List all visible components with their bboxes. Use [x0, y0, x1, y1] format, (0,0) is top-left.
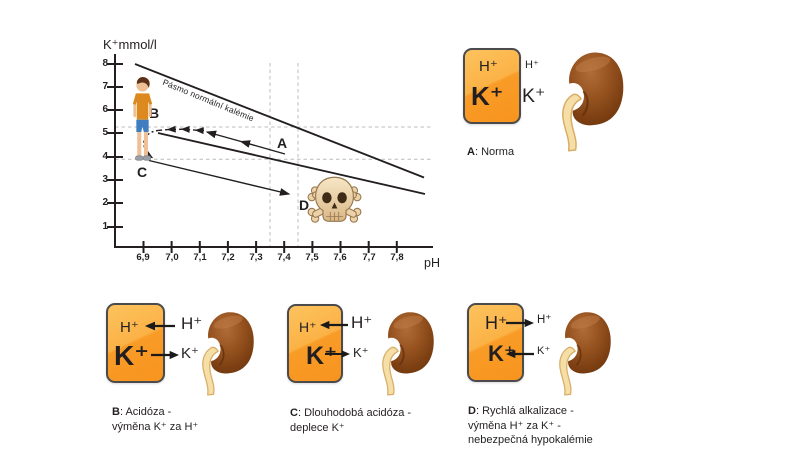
y-tick-marks — [107, 63, 123, 228]
arrow-h-in-icon — [143, 321, 177, 331]
caption-b-text1: : Acidóza - — [119, 406, 172, 418]
arrow-c-to-d — [148, 159, 291, 196]
arrow-k-out-icon — [325, 349, 350, 359]
y-axis-title: K⁺mmol/l — [103, 37, 157, 52]
x-axis-title: pH — [424, 256, 440, 270]
extracellular-k-label-b: K⁺ — [181, 345, 199, 362]
kidney-icon-d — [549, 301, 613, 405]
x-tick-73: 7,3 — [249, 252, 263, 263]
y-tick-7: 7 — [102, 81, 108, 92]
extracellular-k-label-c: K⁺ — [353, 345, 369, 360]
y-tick-6: 6 — [102, 104, 108, 115]
chart-point-b: B — [149, 105, 160, 121]
caption-d-text2: výměna H⁺ za K⁺ - — [468, 419, 561, 432]
caption-c-letter: C — [290, 407, 298, 419]
skull-icon — [303, 174, 366, 233]
path-b-to-c-hook — [143, 129, 159, 159]
x-tick-marks — [142, 241, 398, 253]
kidney-icon-c — [372, 301, 436, 405]
caption-d-letter: D — [468, 405, 476, 417]
x-tick-77: 7,7 — [362, 252, 376, 263]
arrow-k-out-icon — [151, 350, 179, 360]
chart-point-a: A — [277, 135, 288, 151]
y-tick-1: 1 — [102, 221, 108, 232]
arrow-k-in-icon — [506, 349, 534, 359]
caption-a-text: : Norma — [474, 146, 515, 158]
caption-c-text2: deplece K⁺ — [290, 422, 345, 434]
lower-band-line — [157, 132, 426, 195]
intracellular-h-label: H⁺ — [299, 319, 317, 335]
y-tick-2: 2 — [102, 197, 108, 208]
y-tick-4: 4 — [102, 151, 108, 162]
cell-box-a: H⁺ K⁺ — [463, 48, 521, 124]
caption-b-letter: B — [112, 406, 120, 418]
y-tick-5: 5 — [102, 127, 108, 138]
y-tick-3: 3 — [102, 174, 108, 185]
caption-d: D: Rychlá alkalizace - výměna H⁺ za K⁺ -… — [468, 404, 593, 448]
intracellular-k-label: K⁺ — [488, 341, 516, 366]
chart-point-d: D — [299, 197, 310, 213]
intracellular-h-label: H⁺ — [120, 319, 139, 336]
extracellular-h-label-a: H⁺ — [525, 59, 539, 71]
x-tick-75: 7,5 — [305, 252, 319, 263]
x-tick-76: 7,6 — [333, 252, 347, 263]
intracellular-k-label: K⁺ — [306, 342, 338, 370]
arrow-h-out-icon — [506, 318, 534, 328]
x-tick-71: 7,1 — [193, 252, 207, 263]
caption-a: A: Norma — [467, 145, 514, 160]
intracellular-k-label: K⁺ — [114, 340, 149, 371]
caption-a-letter: A — [467, 146, 475, 158]
extracellular-h-label-c: H⁺ — [351, 313, 373, 332]
extracellular-k-label-a: K⁺ — [522, 85, 546, 107]
chart-point-c: C — [137, 164, 148, 180]
x-tick-72: 7,2 — [221, 252, 235, 263]
kidney-icon-a — [550, 42, 626, 160]
caption-b: B: Acidóza - výměna K⁺ za H⁺ — [112, 405, 198, 435]
y-tick-8: 8 — [102, 58, 108, 69]
extracellular-k-label-d: K⁺ — [537, 345, 551, 357]
caption-c: C: Dlouhodobá acidóza - deplece K⁺ — [290, 406, 411, 436]
intracellular-k-label: K⁺ — [471, 81, 504, 111]
x-tick-69: 6,9 — [136, 252, 150, 263]
cell-box-d: H⁺ K⁺ — [467, 303, 524, 382]
caption-d-text1: : Rychlá alkalizace - — [475, 405, 574, 417]
caption-b-text2: výměna K⁺ za H⁺ — [112, 421, 199, 433]
cell-box-b: H⁺ K⁺ — [106, 303, 165, 383]
caption-d-text3: nebezpečná hypokalémie — [468, 434, 593, 446]
extracellular-h-label-d: H⁺ — [537, 314, 552, 326]
ph-kalemia-chart — [107, 54, 433, 253]
intracellular-h-label: H⁺ — [479, 58, 498, 75]
cell-box-c: H⁺ K⁺ — [287, 304, 343, 383]
intracellular-h-label: H⁺ — [485, 313, 508, 333]
x-tick-74: 7,4 — [277, 252, 291, 263]
person-icon — [126, 74, 159, 162]
arrow-h-in-icon — [320, 320, 348, 330]
kidney-icon-b — [192, 301, 256, 405]
caption-c-text1: : Dlouhodobá acidóza - — [297, 407, 412, 419]
extracellular-h-label-b: H⁺ — [181, 314, 203, 333]
upper-band-line — [134, 63, 425, 179]
x-tick-78: 7,8 — [390, 252, 404, 263]
arrow-a-to-b — [205, 130, 286, 155]
path-b-plateau — [157, 125, 205, 135]
x-tick-70: 7,0 — [165, 252, 179, 263]
reference-gridlines — [115, 63, 431, 247]
